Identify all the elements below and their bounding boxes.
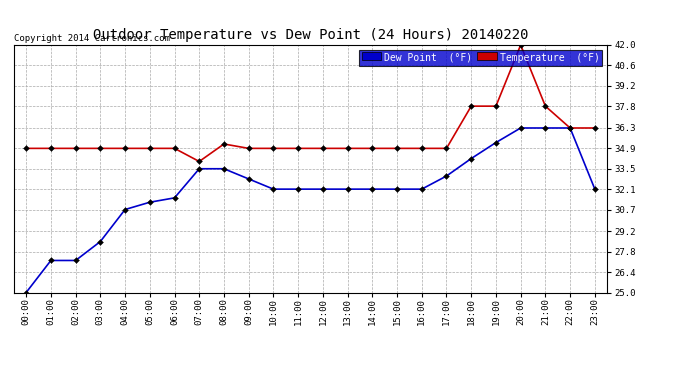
Legend: Dew Point  (°F), Temperature  (°F): Dew Point (°F), Temperature (°F) <box>359 50 602 66</box>
Text: Copyright 2014 Cartronics.com: Copyright 2014 Cartronics.com <box>14 33 170 42</box>
Title: Outdoor Temperature vs Dew Point (24 Hours) 20140220: Outdoor Temperature vs Dew Point (24 Hou… <box>92 28 529 42</box>
